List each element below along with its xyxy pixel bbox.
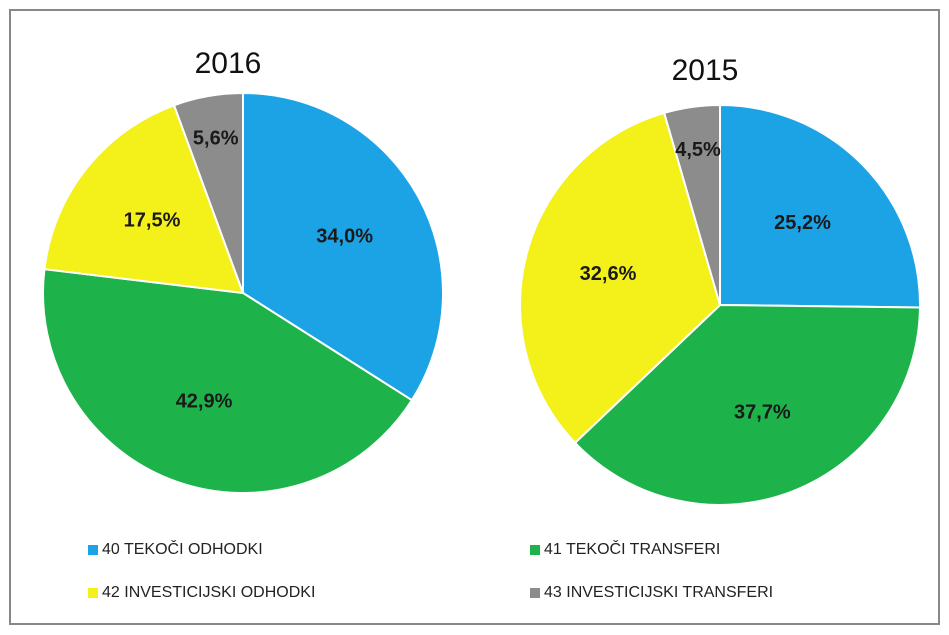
- chart-title: 2016: [195, 47, 262, 80]
- data-label: 4,5%: [675, 139, 721, 161]
- legend-label: 43 INVESTICIJSKI TRANSFERI: [544, 584, 773, 601]
- legend-swatch: [88, 588, 98, 598]
- pie-slice: [172, 91, 244, 294]
- data-label: 37,7%: [734, 401, 791, 423]
- legend-swatch: [88, 545, 98, 555]
- pie-slice: [662, 103, 721, 306]
- data-label: 5,6%: [193, 128, 239, 150]
- pie-slice: [43, 103, 245, 295]
- legend-swatch: [530, 588, 540, 598]
- data-label: 25,2%: [774, 212, 831, 234]
- pie-slice: [573, 303, 921, 506]
- chart-title: 2015: [672, 54, 739, 87]
- legend-label: 40 TEKOČI ODHODKI: [102, 539, 263, 558]
- pie-slice: [518, 111, 722, 445]
- pie-slice: [719, 103, 921, 309]
- legend-label: 42 INVESTICIJSKI ODHODKI: [102, 584, 315, 601]
- data-label: 42,9%: [176, 391, 233, 413]
- data-label: 17,5%: [124, 209, 181, 231]
- pie-slice: [242, 91, 444, 402]
- legend-label: 41 TEKOČI TRANSFERI: [544, 539, 720, 558]
- pie-slice: [42, 268, 414, 494]
- data-label: 34,0%: [316, 225, 373, 247]
- legend-swatch: [530, 545, 540, 555]
- data-label: 32,6%: [580, 263, 637, 285]
